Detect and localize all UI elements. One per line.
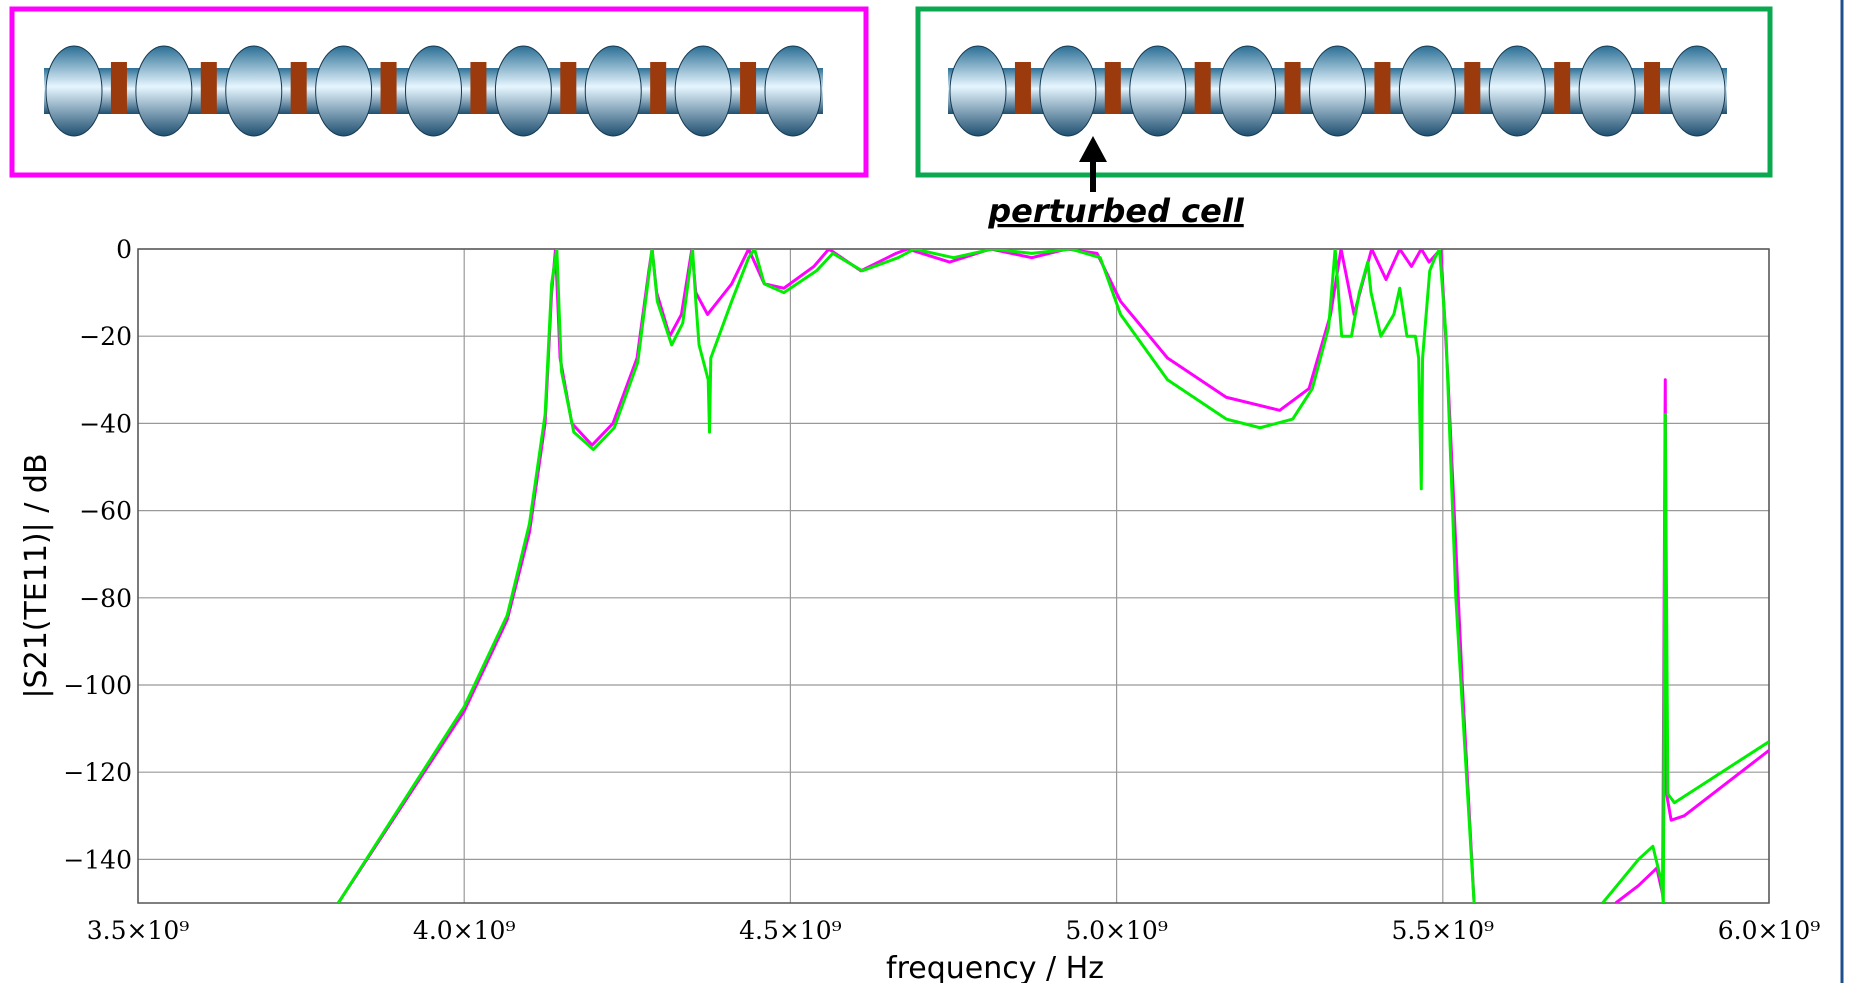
y-tick-label: 0 xyxy=(116,235,132,264)
cell xyxy=(135,45,193,137)
coupler xyxy=(1104,62,1121,114)
coupler xyxy=(560,62,577,114)
cell xyxy=(45,45,103,137)
annotation: perturbed cell xyxy=(987,192,1245,230)
coupler xyxy=(1464,62,1481,114)
coupler xyxy=(1644,62,1661,114)
arrow-head xyxy=(1079,136,1107,162)
design-box xyxy=(915,6,1773,178)
coupler xyxy=(1194,62,1211,114)
coupler xyxy=(200,62,217,114)
coupler xyxy=(470,62,487,114)
coupler xyxy=(380,62,397,114)
y-tick-label: −120 xyxy=(63,758,132,787)
cavity-drawings xyxy=(44,45,1727,137)
coupler xyxy=(1374,62,1391,114)
x-tick-label: 5.0×10⁹ xyxy=(1065,916,1168,945)
coupler xyxy=(1284,62,1301,114)
cell xyxy=(1668,45,1726,137)
cell xyxy=(584,45,642,137)
cell xyxy=(1039,45,1097,137)
cell xyxy=(1219,45,1277,137)
x-tick-label: 4.5×10⁹ xyxy=(739,916,842,945)
coupler xyxy=(740,62,757,114)
plot-frame xyxy=(137,248,1770,904)
cell xyxy=(949,45,1007,137)
series-line xyxy=(337,249,1769,903)
coupler xyxy=(110,62,127,114)
x-tick-label: 6.0×10⁹ xyxy=(1718,916,1821,945)
y-tick-label: −60 xyxy=(79,497,132,526)
series-line xyxy=(337,249,1769,903)
coupler xyxy=(1014,62,1031,114)
x-tick-label: 5.5×10⁹ xyxy=(1392,916,1495,945)
x-axis-label: frequency / Hz xyxy=(886,951,1104,983)
y-tick-label: −80 xyxy=(79,584,132,613)
plot-lines xyxy=(337,249,1769,903)
coupler xyxy=(290,62,307,114)
coupler xyxy=(1554,62,1571,114)
cell xyxy=(764,45,822,137)
cell xyxy=(225,45,283,137)
cell xyxy=(405,45,462,137)
y-tick-label: −100 xyxy=(63,671,132,700)
cell xyxy=(1578,45,1636,137)
y-axis-label: |S21(TE11)| / dB xyxy=(19,453,54,698)
cell xyxy=(1398,45,1456,137)
cell xyxy=(494,45,552,137)
coupler xyxy=(650,62,667,114)
cell xyxy=(1488,45,1546,137)
y-tick-label: −40 xyxy=(79,409,132,438)
y-tick-label: −140 xyxy=(63,845,132,874)
x-tick-label: 3.5×10⁹ xyxy=(87,916,190,945)
cell xyxy=(1129,45,1187,137)
cell xyxy=(674,45,732,137)
y-tick-label: −20 xyxy=(79,322,132,351)
cell xyxy=(315,45,373,137)
design-box xyxy=(9,6,869,178)
cell xyxy=(1309,45,1366,137)
x-tick-label: 4.0×10⁹ xyxy=(413,916,516,945)
